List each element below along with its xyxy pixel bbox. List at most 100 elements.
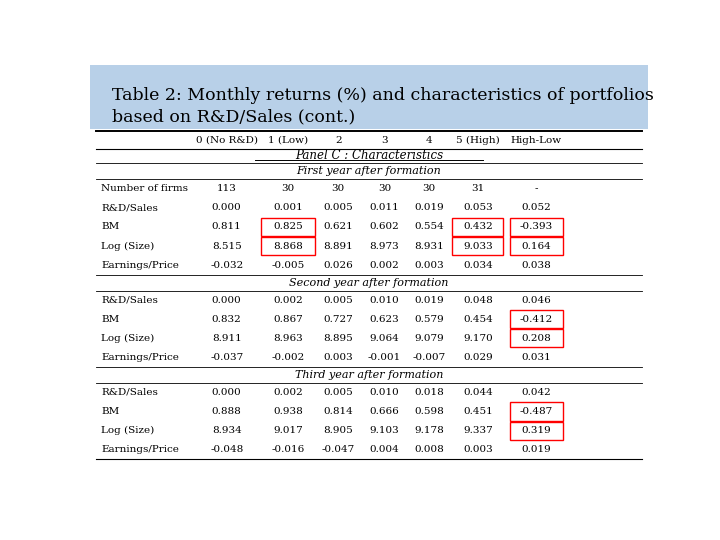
Text: Table 2: Monthly returns (%) and characteristics of portfolios: Table 2: Monthly returns (%) and charact…: [112, 87, 654, 104]
Text: 0.019: 0.019: [521, 446, 552, 454]
Text: -0.002: -0.002: [271, 353, 305, 362]
Text: 0.004: 0.004: [370, 446, 400, 454]
Text: 0.018: 0.018: [415, 388, 444, 397]
Text: 9.079: 9.079: [415, 334, 444, 343]
Text: High-Low: High-Low: [510, 136, 562, 145]
Text: 0.031: 0.031: [521, 353, 552, 362]
Text: 0.454: 0.454: [463, 315, 492, 324]
Text: Log (Size): Log (Size): [101, 241, 154, 251]
Text: First year after formation: First year after formation: [297, 166, 441, 176]
Text: 0.621: 0.621: [323, 222, 354, 232]
Text: 0.044: 0.044: [463, 388, 492, 397]
Text: 0.164: 0.164: [521, 241, 552, 251]
Text: 0.003: 0.003: [415, 261, 444, 269]
Text: 0.002: 0.002: [273, 388, 303, 397]
Text: R&D/Sales: R&D/Sales: [101, 295, 158, 305]
Text: 30: 30: [378, 184, 391, 193]
Text: 0.554: 0.554: [415, 222, 444, 232]
Text: 0.001: 0.001: [273, 204, 303, 212]
Text: 9.064: 9.064: [370, 334, 400, 343]
Text: 0.038: 0.038: [521, 261, 552, 269]
Text: -0.016: -0.016: [271, 446, 305, 454]
Text: -0.047: -0.047: [322, 446, 355, 454]
Text: 5 (High): 5 (High): [456, 136, 500, 145]
Text: Second year after formation: Second year after formation: [289, 278, 449, 288]
Text: -0.032: -0.032: [210, 261, 243, 269]
Text: 0.029: 0.029: [463, 353, 492, 362]
Text: 9.017: 9.017: [273, 426, 303, 435]
Text: -: -: [535, 184, 538, 193]
Text: 8.895: 8.895: [323, 334, 354, 343]
Text: 8.868: 8.868: [273, 241, 303, 251]
Text: -0.007: -0.007: [413, 353, 446, 362]
Text: 0.888: 0.888: [212, 407, 242, 416]
Text: R&D/Sales: R&D/Sales: [101, 204, 158, 212]
Text: Earnings/Price: Earnings/Price: [101, 446, 179, 454]
Text: Number of firms: Number of firms: [101, 184, 188, 193]
Text: -0.487: -0.487: [520, 407, 553, 416]
Text: -0.393: -0.393: [520, 222, 553, 232]
Text: 0.026: 0.026: [323, 261, 354, 269]
Text: 0.046: 0.046: [521, 295, 552, 305]
Text: 0.867: 0.867: [273, 315, 303, 324]
Text: 30: 30: [423, 184, 436, 193]
Text: 0.451: 0.451: [463, 407, 492, 416]
Text: 8.973: 8.973: [370, 241, 400, 251]
Text: 8.963: 8.963: [273, 334, 303, 343]
Text: Third year after formation: Third year after formation: [294, 370, 444, 380]
Text: 0.666: 0.666: [370, 407, 400, 416]
Text: 9.178: 9.178: [415, 426, 444, 435]
Text: 1 (Low): 1 (Low): [268, 136, 308, 145]
Text: 0.011: 0.011: [370, 204, 400, 212]
Text: 3: 3: [382, 136, 388, 145]
Text: 8.934: 8.934: [212, 426, 242, 435]
Text: 9.170: 9.170: [463, 334, 492, 343]
Text: 0.010: 0.010: [370, 388, 400, 397]
Text: Earnings/Price: Earnings/Price: [101, 261, 179, 269]
Text: BM: BM: [101, 222, 120, 232]
Text: 8.515: 8.515: [212, 241, 242, 251]
Text: 0.811: 0.811: [212, 222, 242, 232]
Text: 0.005: 0.005: [323, 388, 354, 397]
Text: 9.033: 9.033: [463, 241, 492, 251]
Text: 0.002: 0.002: [370, 261, 400, 269]
Text: Panel C : Characteristics: Panel C : Characteristics: [295, 148, 443, 161]
Text: 0.052: 0.052: [521, 204, 552, 212]
Text: 0.814: 0.814: [323, 407, 354, 416]
Text: 8.905: 8.905: [323, 426, 354, 435]
Text: 0.048: 0.048: [463, 295, 492, 305]
Text: 0.623: 0.623: [370, 315, 400, 324]
Text: -0.048: -0.048: [210, 446, 243, 454]
Text: 4: 4: [426, 136, 433, 145]
Text: -0.412: -0.412: [520, 315, 553, 324]
Text: 0.019: 0.019: [415, 204, 444, 212]
Text: 0.000: 0.000: [212, 204, 242, 212]
Text: 9.337: 9.337: [463, 426, 492, 435]
Text: 0.005: 0.005: [323, 295, 354, 305]
Text: 30: 30: [282, 184, 294, 193]
FancyBboxPatch shape: [90, 65, 648, 129]
Text: 0.019: 0.019: [415, 295, 444, 305]
Text: 113: 113: [217, 184, 237, 193]
Text: 0 (No R&D): 0 (No R&D): [196, 136, 258, 145]
Text: 0.000: 0.000: [212, 388, 242, 397]
Text: 0.432: 0.432: [463, 222, 492, 232]
Text: 0.003: 0.003: [463, 446, 492, 454]
Text: -0.001: -0.001: [368, 353, 401, 362]
Text: 0.005: 0.005: [323, 204, 354, 212]
Text: BM: BM: [101, 407, 120, 416]
Text: 0.000: 0.000: [212, 295, 242, 305]
Text: 8.931: 8.931: [415, 241, 444, 251]
Text: 0.002: 0.002: [273, 295, 303, 305]
Text: 0.042: 0.042: [521, 388, 552, 397]
Text: Log (Size): Log (Size): [101, 426, 154, 435]
Text: 0.727: 0.727: [323, 315, 354, 324]
Text: 8.891: 8.891: [323, 241, 354, 251]
Text: 8.911: 8.911: [212, 334, 242, 343]
Text: 0.319: 0.319: [521, 426, 552, 435]
Text: 0.602: 0.602: [370, 222, 400, 232]
Text: 0.053: 0.053: [463, 204, 492, 212]
Text: 0.208: 0.208: [521, 334, 552, 343]
Text: 30: 30: [332, 184, 345, 193]
Text: 9.103: 9.103: [370, 426, 400, 435]
